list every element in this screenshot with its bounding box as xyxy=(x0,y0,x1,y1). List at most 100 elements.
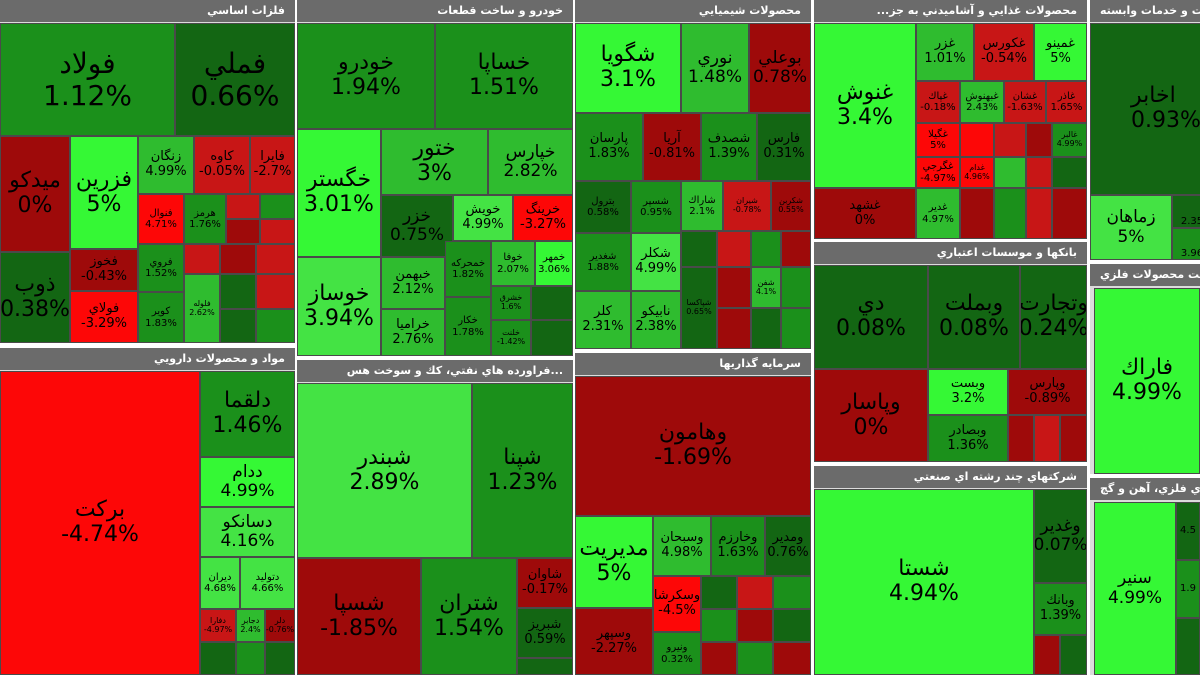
stock-tile[interactable]: شپاكسا 0.65% xyxy=(681,267,717,349)
stock-tile[interactable]: بترول 0.58% xyxy=(575,181,631,233)
stock-tile[interactable]: خوفا 2.07% xyxy=(491,241,535,286)
stock-tile[interactable]: كلر 2.31% xyxy=(575,291,631,349)
stock-tile[interactable]: شسپا -1.85% xyxy=(297,558,421,675)
stock-tile[interactable] xyxy=(1052,188,1087,239)
stock-tile[interactable] xyxy=(260,194,295,219)
stock-tile[interactable]: وپاسار 0% xyxy=(814,369,928,462)
stock-tile[interactable]: دتوليد 4.66% xyxy=(240,557,295,609)
stock-tile[interactable]: خشرق 1.6% xyxy=(491,286,531,320)
stock-tile[interactable]: خمهر 3.06% xyxy=(535,241,573,286)
stock-tile[interactable]: شتران 1.54% xyxy=(421,558,517,675)
stock-tile[interactable]: فخوز -0.43% xyxy=(70,249,138,291)
stock-tile[interactable]: وهامون -1.69% xyxy=(575,376,811,516)
stock-tile[interactable] xyxy=(737,642,773,675)
stock-tile[interactable]: فملي 0.66% xyxy=(175,23,295,136)
stock-tile[interactable]: فاراك 4.99% xyxy=(1094,288,1200,474)
stock-tile[interactable]: خپارس 2.82% xyxy=(488,129,573,195)
stock-tile[interactable]: مديريت 5% xyxy=(575,516,653,608)
stock-tile[interactable] xyxy=(1026,157,1052,188)
stock-tile[interactable]: فولاي -3.29% xyxy=(70,291,138,343)
stock-tile[interactable] xyxy=(1034,635,1060,675)
stock-tile[interactable]: شسپر 0.95% xyxy=(631,181,681,233)
stock-tile[interactable] xyxy=(226,219,260,244)
stock-tile[interactable]: شبريز 0.59% xyxy=(517,608,573,658)
stock-tile[interactable]: 2.35 xyxy=(1172,195,1200,228)
stock-tile[interactable] xyxy=(1052,157,1087,188)
stock-tile[interactable]: خويش 4.99% xyxy=(453,195,513,241)
stock-tile[interactable]: غشان -1.63% xyxy=(1004,81,1046,123)
stock-tile[interactable]: وغدير 0.07% xyxy=(1034,489,1087,583)
stock-tile[interactable] xyxy=(1176,618,1200,675)
stock-tile[interactable]: فنوال 4.71% xyxy=(138,194,184,244)
stock-tile[interactable]: وبملت 0.08% xyxy=(928,265,1020,369)
stock-tile[interactable] xyxy=(701,642,737,675)
stock-tile[interactable]: هرمز 1.76% xyxy=(184,194,226,244)
stock-tile[interactable] xyxy=(994,157,1026,188)
stock-tile[interactable]: كاوه -0.05% xyxy=(194,136,250,194)
stock-tile[interactable] xyxy=(184,244,220,274)
stock-tile[interactable]: سنير 4.99% xyxy=(1094,502,1176,675)
stock-tile[interactable] xyxy=(256,274,295,309)
stock-tile[interactable]: پارسان 1.83% xyxy=(575,113,643,181)
stock-tile[interactable]: كوير 1.83% xyxy=(138,292,184,343)
stock-tile[interactable]: شغدير 1.88% xyxy=(575,233,631,291)
stock-tile[interactable]: دي 0.08% xyxy=(814,265,928,369)
stock-tile[interactable]: ختور 3% xyxy=(381,129,488,195)
stock-tile[interactable]: خودرو 1.94% xyxy=(297,23,435,129)
stock-tile[interactable]: ذوب 0.38% xyxy=(0,252,70,343)
stock-tile[interactable] xyxy=(781,231,811,267)
stock-tile[interactable]: خلنت -1.42% xyxy=(491,320,531,356)
stock-tile[interactable] xyxy=(517,658,573,675)
stock-tile[interactable] xyxy=(737,609,773,642)
stock-tile[interactable]: غاذر 1.65% xyxy=(1046,81,1087,123)
stock-tile[interactable] xyxy=(717,308,751,349)
stock-tile[interactable] xyxy=(773,576,811,609)
stock-tile[interactable]: زنگان 4.99% xyxy=(138,136,194,194)
stock-tile[interactable]: غكورس -0.54% xyxy=(974,23,1034,81)
stock-tile[interactable]: دجابر 2.4% xyxy=(236,609,265,642)
stock-tile[interactable]: غگيلا 5% xyxy=(916,123,960,157)
stock-tile[interactable] xyxy=(260,219,295,244)
stock-tile[interactable]: بركت -4.74% xyxy=(0,371,200,675)
stock-tile[interactable] xyxy=(1008,415,1034,462)
stock-tile[interactable]: فارس 0.31% xyxy=(757,113,811,181)
stock-tile[interactable]: نوري 1.48% xyxy=(681,23,749,113)
stock-tile[interactable] xyxy=(236,642,265,675)
stock-tile[interactable] xyxy=(701,609,737,642)
stock-tile[interactable]: وبصادر 1.36% xyxy=(928,415,1008,462)
stock-tile[interactable]: فزرين 5% xyxy=(70,136,138,249)
stock-tile[interactable] xyxy=(1026,188,1052,239)
stock-tile[interactable]: وسكرشا -4.5% xyxy=(653,576,701,632)
stock-tile[interactable]: وسپهر -2.27% xyxy=(575,608,653,675)
stock-tile[interactable]: خزر 0.75% xyxy=(381,195,453,257)
stock-tile[interactable] xyxy=(701,576,737,609)
stock-tile[interactable]: شاراك 2.1% xyxy=(681,181,723,231)
stock-tile[interactable]: وبانك 1.39% xyxy=(1034,583,1087,635)
stock-tile[interactable]: شيران -0.78% xyxy=(723,181,771,231)
stock-tile[interactable]: وخارزم 1.63% xyxy=(711,516,765,576)
stock-tile[interactable]: وبست 3.2% xyxy=(928,369,1008,415)
stock-tile[interactable]: غمينو 5% xyxy=(1034,23,1087,81)
stock-tile[interactable]: دفارا -4.97% xyxy=(200,609,236,642)
stock-tile[interactable] xyxy=(781,267,811,308)
stock-tile[interactable]: شبندر 2.89% xyxy=(297,383,472,558)
stock-tile[interactable] xyxy=(960,188,994,239)
stock-tile[interactable] xyxy=(717,267,751,308)
stock-tile[interactable] xyxy=(256,309,295,343)
stock-tile[interactable] xyxy=(220,274,256,309)
stock-tile[interactable]: شكلر 4.99% xyxy=(631,233,681,291)
stock-tile[interactable]: زماهان 5% xyxy=(1090,195,1172,260)
stock-tile[interactable]: فايرا -2.7% xyxy=(250,136,295,194)
stock-tile[interactable]: غنوش 3.4% xyxy=(814,23,916,188)
stock-tile[interactable] xyxy=(220,244,256,274)
stock-tile[interactable]: فولاد 1.12% xyxy=(0,23,175,136)
stock-tile[interactable]: خگستر 3.01% xyxy=(297,129,381,257)
stock-tile[interactable]: غدام 4.96% xyxy=(960,157,994,188)
stock-tile[interactable]: دلر -0.76% xyxy=(265,609,295,642)
stock-tile[interactable]: ومدير 0.76% xyxy=(765,516,811,576)
stock-tile[interactable]: شصدف 1.39% xyxy=(701,113,757,181)
stock-tile[interactable]: خبهمن 2.12% xyxy=(381,257,445,309)
stock-tile[interactable] xyxy=(256,244,295,274)
stock-tile[interactable]: وپارس -0.89% xyxy=(1008,369,1087,415)
stock-tile[interactable]: ونيرو 0.32% xyxy=(653,632,701,675)
